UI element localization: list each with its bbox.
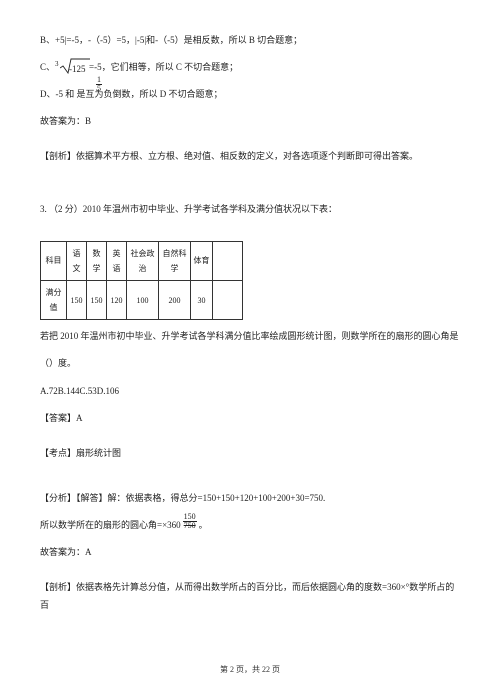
question-3-text2: 若把 2010 年温州市初中毕业、升学考试各学科满分值比率绘成圆形统计图，则数学… [40, 328, 460, 345]
table-value-cell: 120 [107, 280, 127, 319]
footer-text-b: 页，共 [234, 665, 262, 674]
cube-root-expression: 3 -125 [55, 60, 89, 76]
table-value-cell: 150 [87, 280, 107, 319]
explain-line: 【分析】【解答】解：依据表格，得总分=150+150+120+100+200+3… [40, 490, 460, 507]
table-header-cell: 体育 [191, 241, 213, 280]
fraction-150-750: 150 750 [183, 513, 197, 530]
option-d-line: 1 5 D、-5 和 是互为负倒数，所以 D 不切合题意； [40, 86, 460, 103]
option-c-line: C、 3 -125 =-5，它们相等，所以 C 不切合题意； [40, 59, 460, 76]
footer-text-c: 页 [270, 665, 280, 674]
topic-line: 【考点】扇形统计图 [40, 445, 460, 462]
option-d-text: D、-5 和 是互为负倒数，所以 D 不切合题意； [40, 89, 223, 99]
table-header-cell: 语文 [67, 241, 87, 280]
table-value-cell: 150 [67, 280, 87, 319]
table-header-cell: 自然科学 [159, 241, 191, 280]
angle-calc-line: 所以数学所在的扇形的圆心角=×360 150 750 。 [40, 517, 460, 534]
table-label-cell: 满分值 [41, 280, 67, 319]
table-header-cell: 英语 [107, 241, 127, 280]
question-3-text1: 2010 年温州市初中毕业、升学考试各学科及满分值状况以下表： [83, 204, 337, 214]
table-header-cell: 数学 [87, 241, 107, 280]
table-value-cell: 100 [127, 280, 159, 319]
table-blank-cell [213, 241, 243, 280]
fraction-1-5: 1 5 [96, 76, 102, 93]
answer-a: 【答案】A [40, 410, 460, 427]
fraction-denominator: 750 [183, 522, 197, 530]
page-footer: 第 2 页，共 22 页 [0, 662, 500, 677]
option-c-prefix: C、 [40, 62, 55, 72]
analysis-2: 【剖析】依据表格先计算总分值，从而得出数学所占的百分比，而后依据圆心角的度数=3… [40, 579, 460, 613]
fraction-denominator: 5 [96, 85, 102, 93]
table-header-cell: 科目 [41, 241, 67, 280]
table-blank-cell [213, 280, 243, 319]
analysis-1: 【剖析】依据算术平方根、立方根、绝对值、相反数的定义，对各选项逐个判断即可得出答… [40, 148, 460, 165]
angle-calc-prefix: 所以数学所在的扇形的圆心角=×360 [40, 520, 181, 530]
question-points: （2 分） [49, 204, 83, 214]
page-total: 22 [262, 665, 270, 674]
answer-a-2: 故答案为：A [40, 544, 460, 561]
table-value-cell: 200 [159, 280, 191, 319]
option-c-suffix: =-5，它们相等，所以 C 不切合题意； [89, 62, 238, 72]
answer-b-line: 故答案为：B [40, 113, 460, 130]
radicand: -125 [69, 61, 86, 78]
question-3-text3: （）度。 [40, 355, 460, 372]
table-header-cell: 社会政治 [127, 241, 159, 280]
question-number: 3. [40, 204, 47, 214]
table-row: 满分值 150 150 120 100 200 30 [41, 280, 243, 319]
table-value-cell: 30 [191, 280, 213, 319]
score-table: 科目 语文 数学 英语 社会政治 自然科学 体育 满分值 150 150 120… [40, 241, 243, 321]
root-index: 3 [55, 58, 59, 71]
question-3-options: A.72B.144C.53D.106 [40, 383, 460, 400]
table-row: 科目 语文 数学 英语 社会政治 自然科学 体育 [41, 241, 243, 280]
angle-calc-suffix: 。 [199, 520, 208, 530]
option-b-line: B、+5|=-5，-（-5）=5，|-5|和-（-5）是相反数，所以 B 切合题… [40, 32, 460, 49]
question-3-header: 3. （2 分）2010 年温州市初中毕业、升学考试各学科及满分值状况以下表： [40, 201, 460, 218]
footer-text-a: 第 [220, 665, 230, 674]
